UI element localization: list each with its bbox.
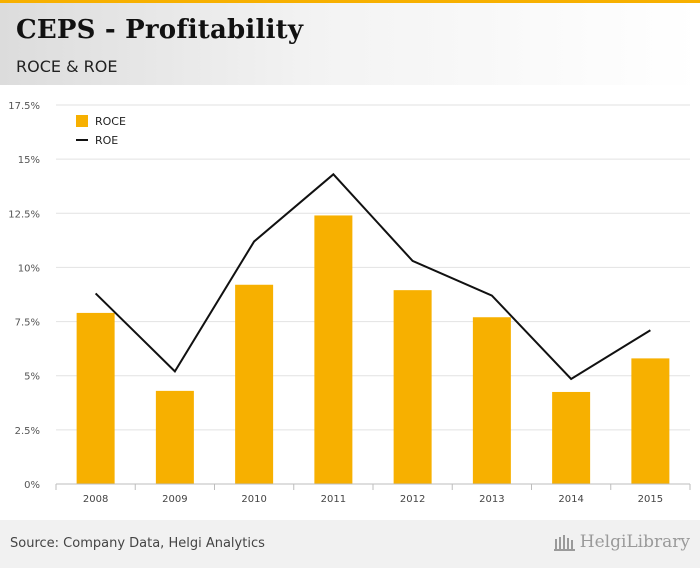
y-axis: 0% 2.5% 5% 7.5% 10% 12.5% 15% 17.5%: [8, 101, 40, 491]
x-tick-label: 2013: [479, 494, 504, 505]
legend-label-roe: ROE: [95, 134, 118, 147]
x-tick-label: 2014: [558, 494, 583, 505]
x-tick-label: 2009: [162, 494, 187, 505]
roce-bar: [235, 284, 274, 484]
accent-bar: [0, 0, 700, 3]
page-subtitle: ROCE & ROE: [16, 57, 118, 76]
roce-bar: [552, 391, 591, 484]
chart-area: 2008 2009 2010 2011 2012 2013 2014 2015 0% 2.5% 5…: [0, 85, 700, 520]
legend: ROCE ROE: [76, 115, 126, 147]
x-axis: 2008 2009 2010 2011 2012 2013 2014 2015: [55, 483, 691, 505]
x-tick-label: 2010: [241, 494, 266, 505]
roce-bar: [314, 215, 353, 485]
source-note: Source: Company Data, Helgi Analytics: [10, 536, 265, 551]
page-title: CEPS - Profitability: [16, 15, 304, 45]
chart-footer: Source: Company Data, Helgi Analytics He…: [0, 520, 700, 568]
y-tick-label: 0%: [24, 480, 40, 491]
x-tick-label: 2015: [638, 494, 663, 505]
roce-bar: [155, 390, 194, 484]
legend-label-roce: ROCE: [95, 115, 126, 128]
roe-line: [94, 172, 651, 381]
y-tick-label: 12.5%: [8, 209, 40, 220]
y-tick-label: 5%: [24, 372, 40, 383]
y-tick-label: 2.5%: [15, 426, 40, 437]
y-tick-label: 10%: [18, 263, 40, 274]
library-icon: [553, 535, 575, 551]
roce-bar: [472, 317, 511, 484]
x-tick-label: 2011: [321, 494, 346, 505]
x-tick-label: 2012: [400, 494, 425, 505]
chart-header: CEPS - Profitability ROCE & ROE: [0, 3, 700, 85]
roce-bar: [76, 312, 115, 484]
brand-logo: HelgiLibrary: [553, 532, 690, 552]
y-tick-label: 7.5%: [15, 318, 40, 329]
legend-swatch-roce: [76, 115, 88, 127]
roce-bar: [631, 358, 670, 484]
roce-bars: [76, 215, 670, 485]
brand-text: HelgiLibrary: [579, 532, 690, 552]
y-tick-label: 17.5%: [8, 101, 40, 112]
chart-svg: 2008 2009 2010 2011 2012 2013 2014 2015 0% 2.5% 5…: [0, 85, 700, 520]
roe-line-layer: [94, 172, 651, 381]
roce-bar: [393, 290, 432, 484]
x-tick-label: 2008: [83, 494, 108, 505]
y-tick-label: 15%: [18, 155, 40, 166]
